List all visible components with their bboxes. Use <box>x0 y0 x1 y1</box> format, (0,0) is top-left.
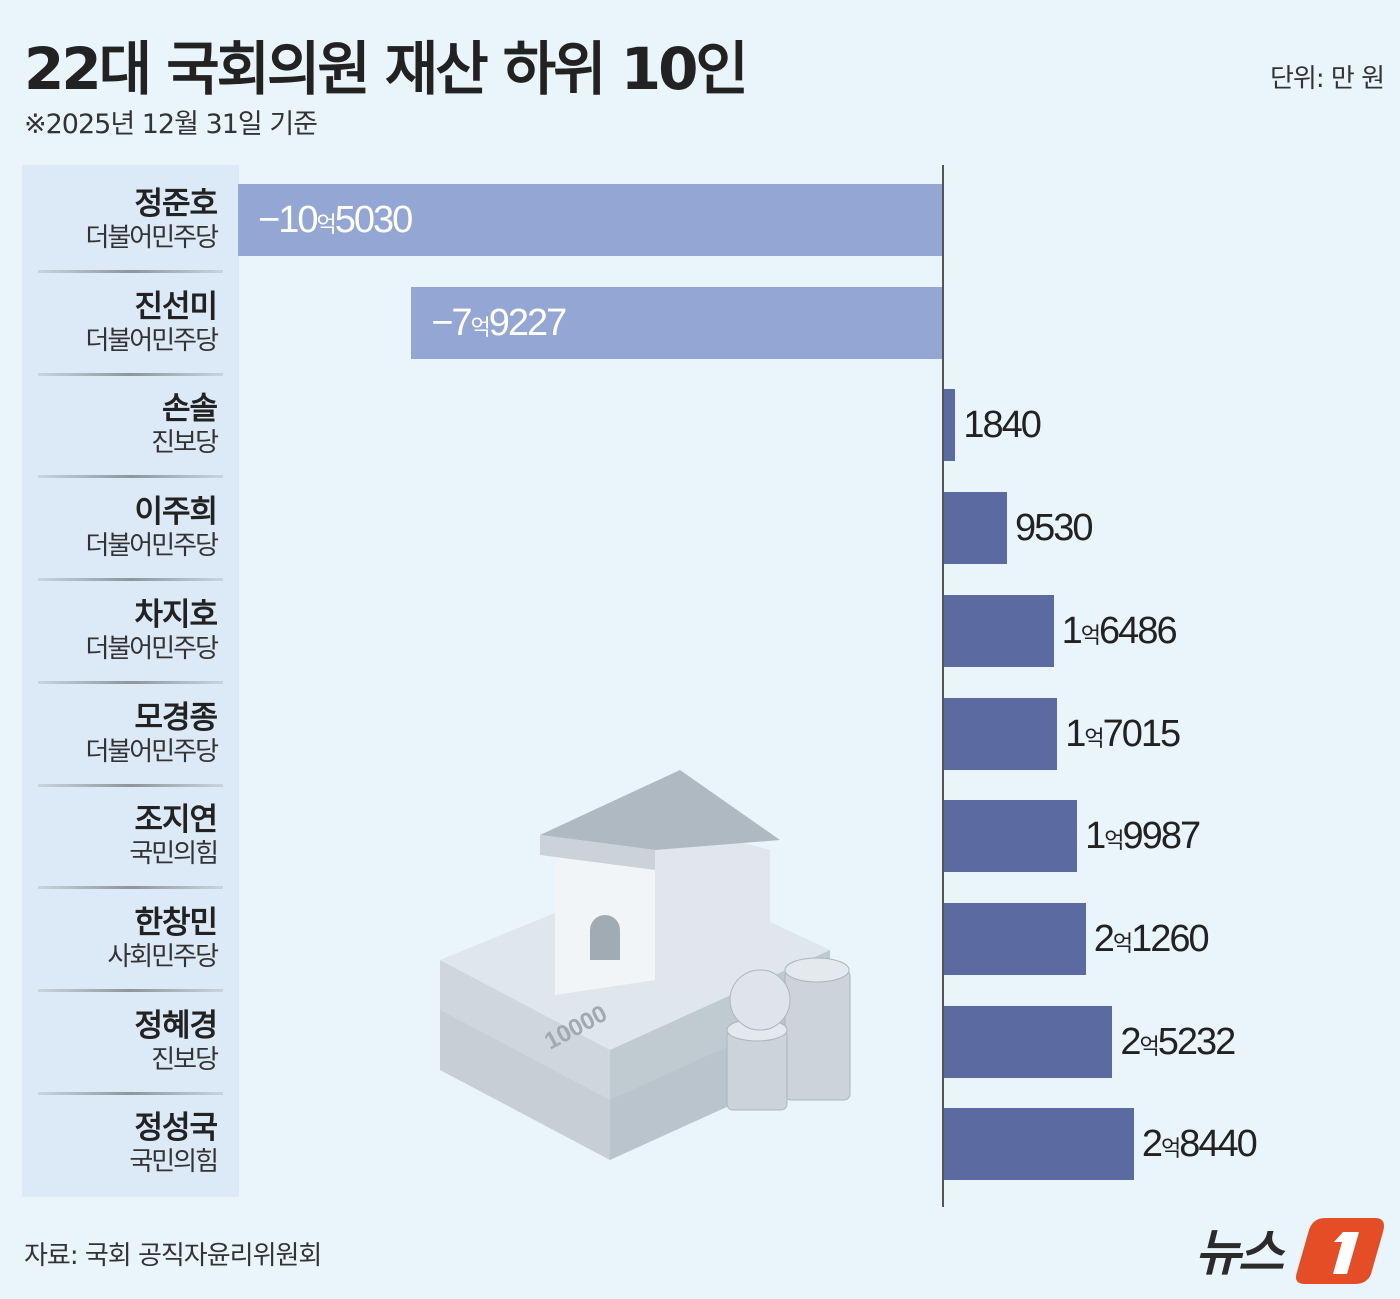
house-money-illustration: 10000 <box>440 770 851 1160</box>
row-divider <box>38 680 223 684</box>
member-name: 모경종 <box>134 699 218 736</box>
party-name: 더불어민주당 <box>85 223 219 253</box>
bar <box>943 1005 1113 1078</box>
member-name: 이주희 <box>134 494 218 531</box>
zero-axis-line <box>942 165 944 1207</box>
row-label: 정준호 더불어민주당 <box>22 186 219 254</box>
member-name: 손솔 <box>161 391 218 428</box>
svg-text:뉴스: 뉴스 <box>1195 1224 1286 1282</box>
row-label: 조지연 국민의힘 <box>22 802 219 870</box>
bar-value-label: −10억5030 <box>258 199 413 241</box>
bar-value-label: 1억6486 <box>1061 609 1178 652</box>
bar-value-label: 1840 <box>963 404 1042 447</box>
row-divider <box>38 578 223 582</box>
bar-value-label: 1억9987 <box>1085 815 1201 858</box>
row-label: 한창민 사회민주당 <box>22 904 219 973</box>
row-label: 모경종 더불어민주당 <box>22 699 219 768</box>
row-divider <box>38 988 223 992</box>
news1-logo: 뉴스 <box>1195 1218 1384 1284</box>
party-name: 국민의힘 <box>129 839 219 870</box>
member-name: 정준호 <box>134 186 218 222</box>
chart-subtitle: ※2025년 12월 31일 기준 <box>24 109 318 140</box>
party-name: 사회민주당 <box>107 941 219 972</box>
row-label: 차지호 더불어민주당 <box>22 596 219 665</box>
bar-value-label: 2억8440 <box>1141 1123 1258 1166</box>
member-name: 조지연 <box>134 802 218 839</box>
member-name: 정혜경 <box>134 1007 218 1044</box>
row-divider <box>38 270 223 273</box>
bar <box>943 902 1086 975</box>
party-name: 더불어민주당 <box>85 633 219 664</box>
row-divider <box>38 886 223 890</box>
party-name: 진보당 <box>151 428 219 459</box>
party-name: 더불어민주당 <box>85 325 219 356</box>
source-note: 자료: 국회 공직자윤리위원회 <box>24 1241 322 1271</box>
row-divider <box>38 372 223 376</box>
bar-value-label: 2억1260 <box>1093 917 1210 960</box>
bar <box>943 697 1058 770</box>
row-divider <box>38 783 223 787</box>
member-name: 정성국 <box>134 1110 218 1147</box>
bar-value-label: 1억7015 <box>1065 712 1181 755</box>
bar <box>943 389 956 462</box>
row-divider <box>38 1091 223 1095</box>
party-name: 더불어민주당 <box>85 531 219 562</box>
bar-value-label: 2억5232 <box>1120 1020 1236 1063</box>
row-label: 이주희 더불어민주당 <box>22 494 219 562</box>
row-label: 진선미 더불어민주당 <box>22 288 219 357</box>
row-label: 손솔 진보당 <box>22 391 219 459</box>
row-label: 정혜경 진보당 <box>22 1007 219 1076</box>
party-name: 진보당 <box>151 1044 219 1075</box>
bar <box>411 286 943 359</box>
row-label: 정성국 국민의힘 <box>22 1110 219 1178</box>
bar <box>943 594 1054 667</box>
unit-label: 단위: 만 원 <box>1270 64 1385 94</box>
bar <box>943 492 1007 565</box>
party-name: 국민의힘 <box>129 1147 219 1178</box>
member-name: 진선미 <box>134 288 218 325</box>
bar-value-label: 9530 <box>1014 507 1094 550</box>
member-name: 차지호 <box>134 596 218 633</box>
member-name: 한창민 <box>134 904 218 941</box>
row-divider <box>38 475 223 479</box>
bar <box>238 184 943 256</box>
bar <box>943 800 1078 873</box>
chart-title: 22대 국회의원 재산 하위 10인 <box>24 35 749 103</box>
party-name: 더불어민주당 <box>85 736 219 767</box>
bar <box>943 1108 1134 1181</box>
bar-value-label: −7억9227 <box>431 301 567 344</box>
